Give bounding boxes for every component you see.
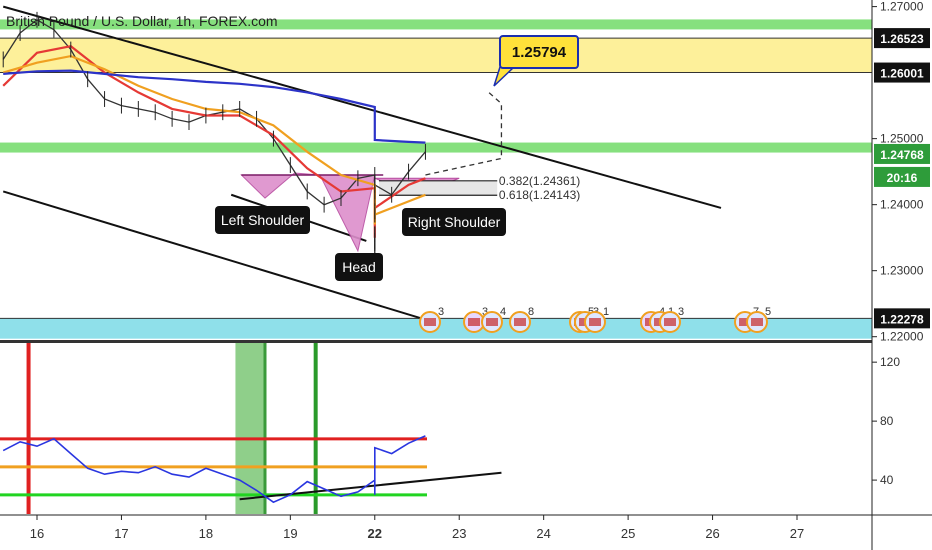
flag-stripe-icon xyxy=(514,318,526,326)
resistance-zone xyxy=(0,38,872,73)
head-box xyxy=(335,253,383,281)
price-badge xyxy=(874,62,930,83)
event-count: 3 xyxy=(438,306,444,318)
annotations: 1.25794 Left Shoulder Head Right Shoulder 3 3… xyxy=(6,13,771,333)
flag-stripe-icon xyxy=(751,318,763,326)
moving-average-line xyxy=(3,69,426,144)
price-tick-label: 1.25000 xyxy=(880,132,924,146)
time-tick-label: 25 xyxy=(621,526,635,541)
oscillator-tick-label: 120 xyxy=(880,355,900,369)
fib-level-label: 0.618(1.24143) xyxy=(499,188,580,202)
price-badge-label: 1.26001 xyxy=(880,67,924,81)
time-tick-label: 18 xyxy=(199,526,213,541)
price-axis-background xyxy=(872,0,932,550)
target-label-box xyxy=(499,35,579,69)
price-tick-label: 1.24000 xyxy=(880,198,924,212)
projection-path xyxy=(425,91,503,176)
event-count: 3 xyxy=(678,306,684,318)
time-tick-label: 16 xyxy=(30,526,44,541)
flag-stripe-icon xyxy=(486,318,498,326)
signal-zone xyxy=(235,343,265,514)
green-level-zone xyxy=(0,142,872,153)
time-tick-label: 22 xyxy=(368,526,382,541)
price-tick-label: 1.22000 xyxy=(880,330,924,344)
right-shoulder-label: Right Shoulder xyxy=(408,214,501,230)
price-tick-label: 1.27000 xyxy=(880,0,924,14)
oscillator-tick-label: 40 xyxy=(880,473,894,487)
price-badge-label: 20:16 xyxy=(887,171,918,185)
price-badge xyxy=(874,143,930,164)
oscillator-line xyxy=(2,435,426,504)
left-shoulder-label: Left Shoulder xyxy=(221,212,305,228)
time-tick-label: 17 xyxy=(114,526,128,541)
time-tick-label: 19 xyxy=(283,526,297,541)
target-label: 1.25794 xyxy=(512,44,567,61)
event-count: 4 xyxy=(500,306,506,318)
flag-stripe-icon xyxy=(468,318,480,326)
head-label: Head xyxy=(342,259,375,275)
fib-level-label: 0.382(1.24361) xyxy=(499,174,580,188)
price-badge-label: 1.22278 xyxy=(880,312,924,326)
price-badge xyxy=(874,308,930,329)
time-tick-label: 23 xyxy=(452,526,466,541)
flag-stripe-icon xyxy=(664,318,676,326)
price-badge xyxy=(874,28,930,49)
price-badge xyxy=(874,166,930,187)
chart-title: British Pound / U.S. Dollar, 1h, FOREX.c… xyxy=(6,13,278,29)
time-tick-label: 27 xyxy=(790,526,804,541)
time-tick-label: 26 xyxy=(705,526,719,541)
flag-stripe-icon xyxy=(589,318,601,326)
oscillator-tick-label: 80 xyxy=(880,414,894,428)
price-badge-label: 1.26523 xyxy=(880,32,924,46)
trend-line xyxy=(2,190,435,324)
left-shoulder-box xyxy=(215,206,310,234)
flag-stripe-icon xyxy=(739,318,751,326)
right-shoulder-box xyxy=(402,208,506,236)
event-count: 8 xyxy=(528,306,534,318)
time-tick-label: 24 xyxy=(536,526,550,541)
event-count: 3 xyxy=(482,306,488,318)
trend-line xyxy=(2,5,722,209)
oscillator-trend-line xyxy=(239,471,502,501)
flag-stripe-icon xyxy=(424,318,436,326)
oscillator-pane xyxy=(0,343,502,514)
event-count: 5 xyxy=(765,306,771,318)
green-level-zone xyxy=(0,19,872,30)
price-badge-label: 1.24768 xyxy=(880,148,924,162)
event-count: 1 xyxy=(603,306,609,318)
price-tick-label: 1.23000 xyxy=(880,264,924,278)
